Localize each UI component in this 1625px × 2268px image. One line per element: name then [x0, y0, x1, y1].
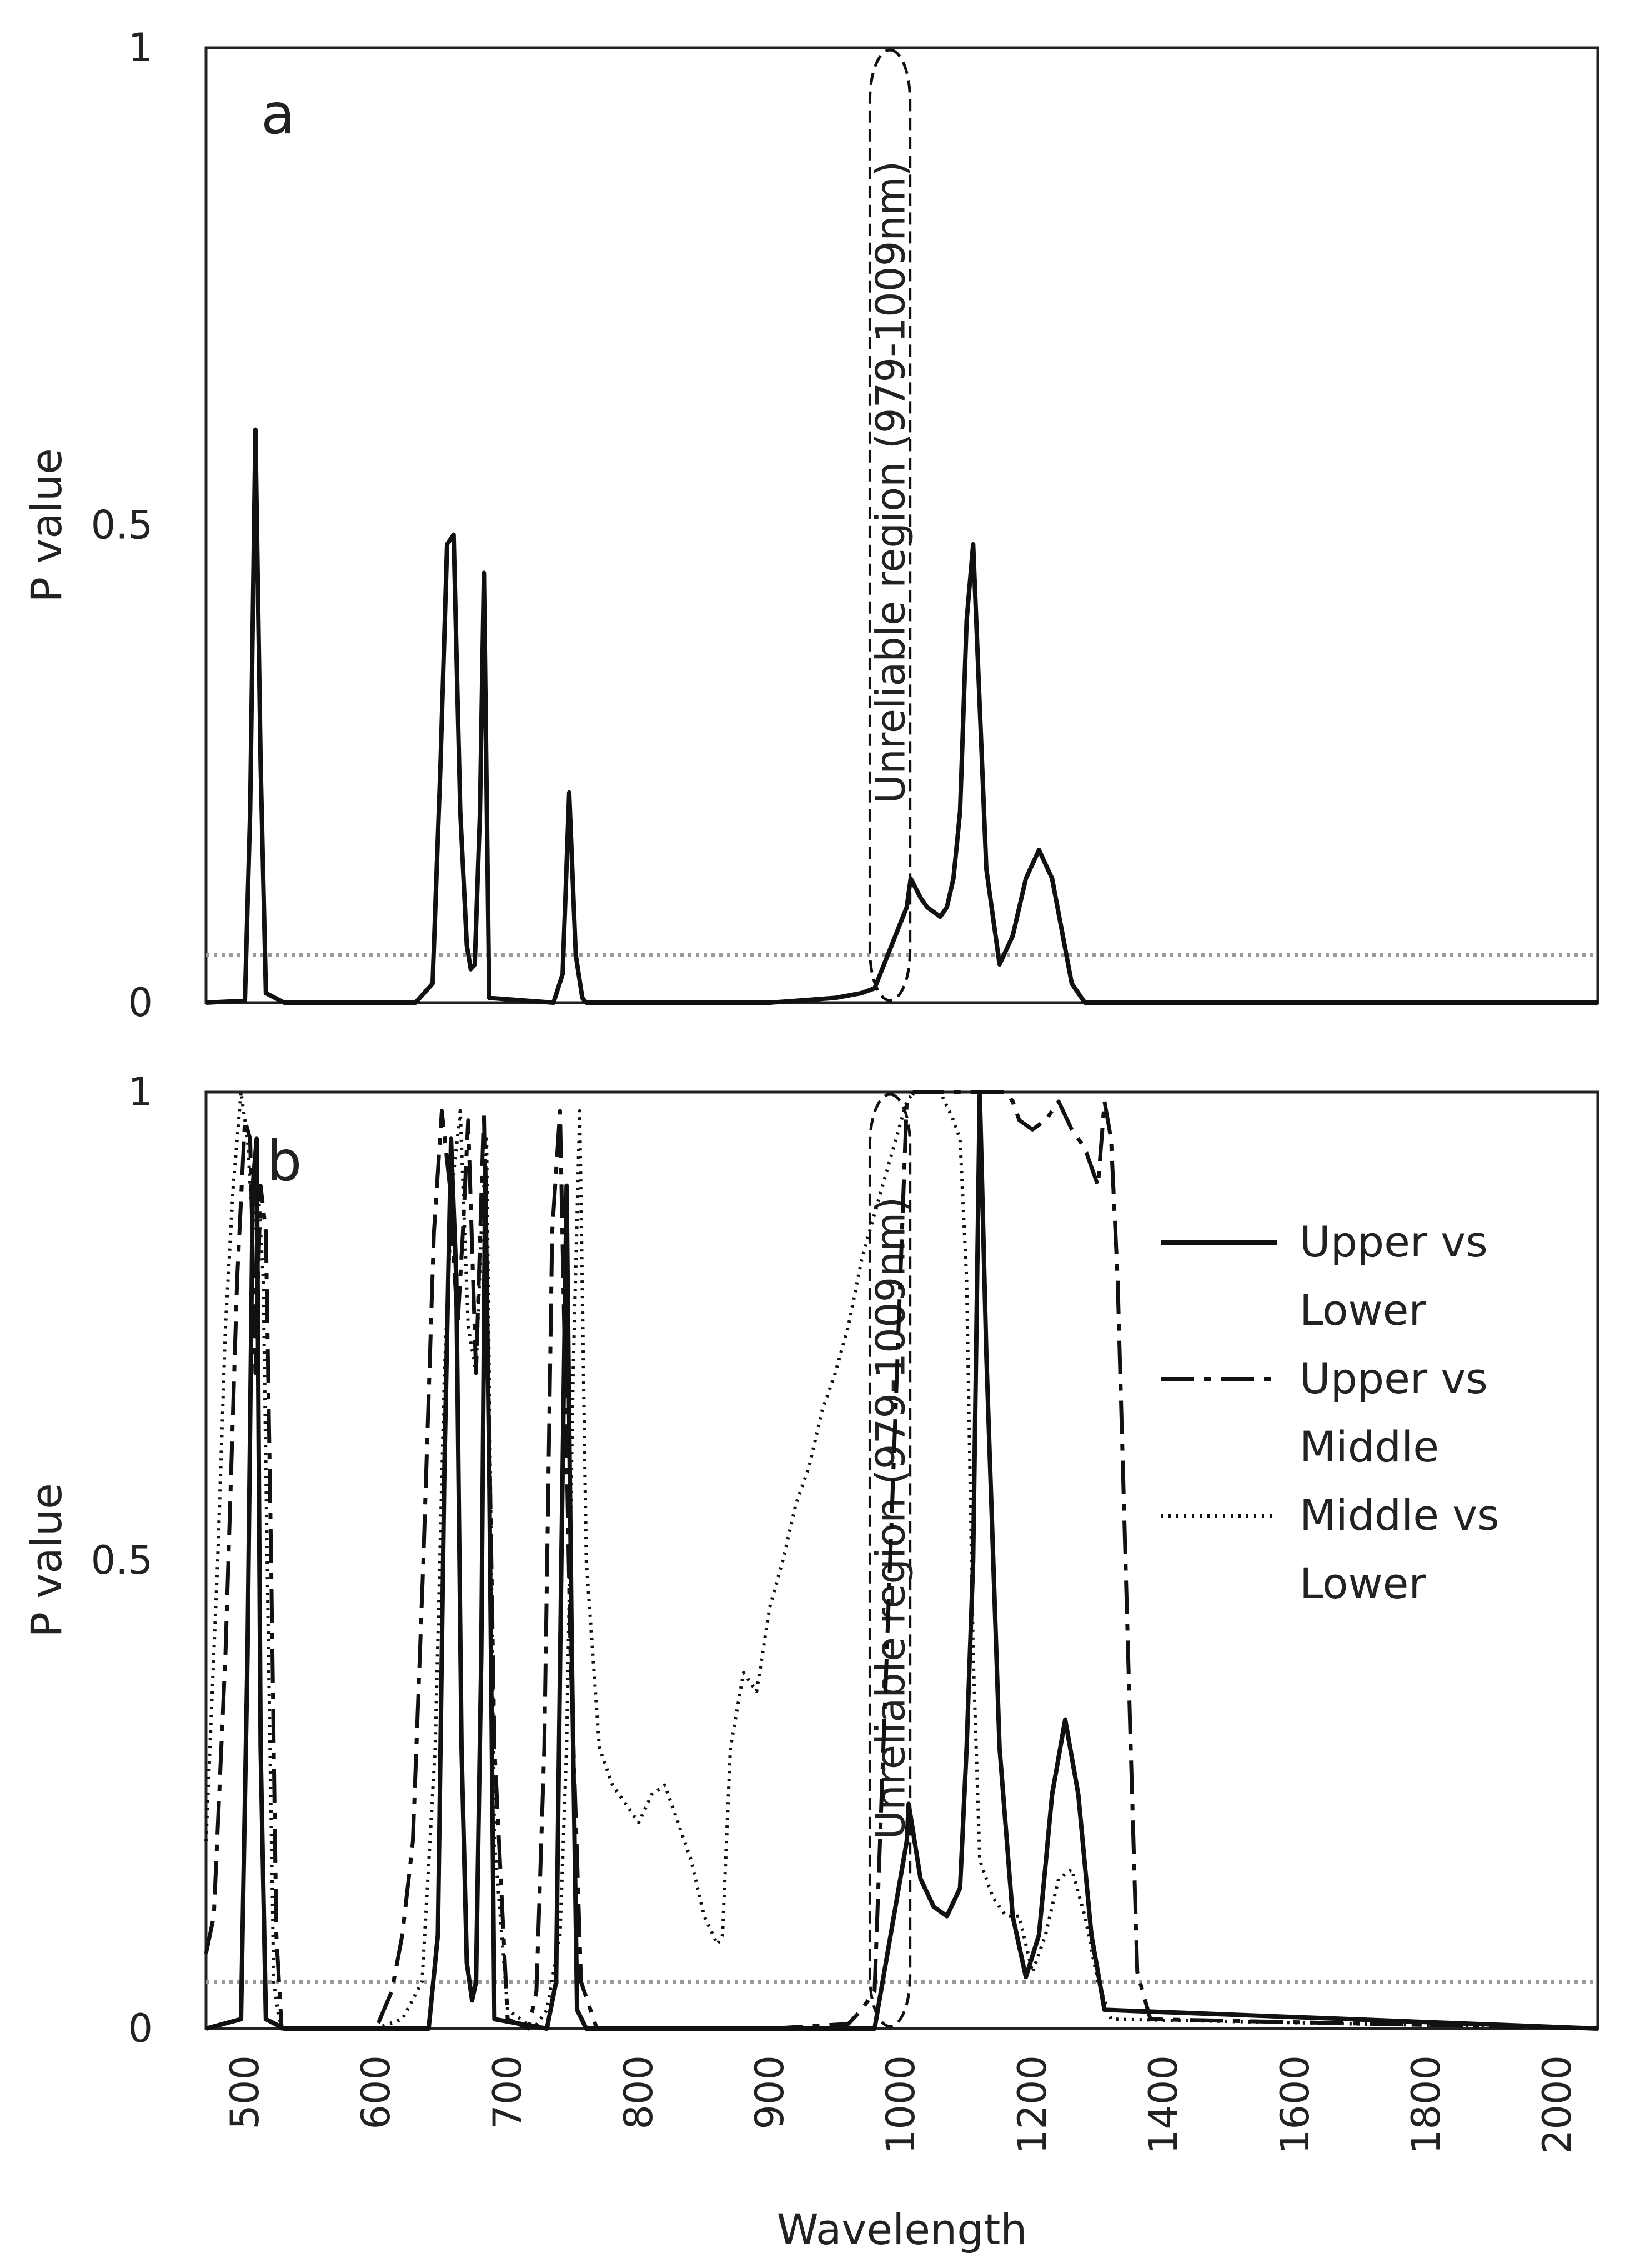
legend-label-line2: Middle [1300, 1422, 1439, 1471]
x-tick-label: 1800 [1403, 2055, 1449, 2154]
legend-entry-upper-vs-lower: Upper vs Lower [1161, 1217, 1488, 1335]
x-tick-label: 600 [353, 2055, 399, 2130]
unreliable-region-label: Unreliable region (979-1009nm) [867, 161, 914, 804]
y-tick-label: 1 [128, 1069, 153, 1115]
y-tick-label: 0.5 [91, 503, 153, 548]
x-tick-label: 1000 [878, 2055, 924, 2154]
series-line-upper-vs-lower [205, 1090, 1598, 2031]
x-tick-label: 2000 [1534, 2055, 1580, 2154]
x-tick-label: 1600 [1272, 2055, 1318, 2154]
panel-b-unreliable-region: Unreliable region (979-1009nm) [867, 1093, 914, 2028]
x-tick-label: 900 [747, 2055, 793, 2130]
series-line-upper-vs-middle [204, 1090, 1598, 2031]
panel-b-x-axis-label: Wavelength [777, 2205, 1027, 2254]
y-tick-label: 0 [128, 980, 153, 1025]
legend-entry-middle-vs-lower: Middle vs Lower [1161, 1490, 1499, 1608]
panel-a-letter: a [261, 82, 295, 147]
panel-a-y-ticks: 00.51 [91, 25, 153, 1025]
legend: Upper vs Lower Upper vs Middle Middle vs… [1161, 1217, 1499, 1608]
y-tick-label: 0.5 [91, 1538, 153, 1583]
y-tick-label: 0 [128, 2006, 153, 2051]
panel-b: Unreliable region (979-1009nm) 00.51 500… [22, 1069, 1599, 2254]
unreliable-region-box [868, 1093, 912, 2028]
legend-label-line2: Lower [1300, 1285, 1426, 1335]
x-tick-label: 500 [222, 2055, 268, 2130]
x-tick-label: 1400 [1141, 2055, 1186, 2154]
x-tick-label: 800 [616, 2055, 661, 2130]
panel-a-unreliable-region: Unreliable region (979-1009nm) [867, 48, 914, 1002]
panel-b-y-ticks: 00.51 [91, 1069, 153, 2051]
series-line-upper-vs-lower [205, 427, 1598, 1005]
legend-entry-upper-vs-middle: Upper vs Middle [1161, 1354, 1488, 1471]
x-tick-label: 700 [485, 2055, 530, 2130]
panel-a-series [205, 427, 1598, 1005]
panel-b-x-ticks: 500 600 700 800 900 1000 1200 1400 1600 1800 2000 [222, 2055, 1580, 2154]
legend-label-line1: Middle vs [1300, 1490, 1499, 1540]
x-tick-label: 1200 [1010, 2055, 1055, 2154]
panel-a-y-axis-label: P value [22, 448, 71, 603]
panel-b-series [204, 1090, 1598, 2031]
panel-b-y-axis-label: P value [22, 1483, 71, 1638]
panel-b-letter: b [267, 1129, 302, 1194]
legend-label-line2: Lower [1300, 1559, 1426, 1608]
unreliable-region-box [868, 48, 912, 1002]
unreliable-region-label: Unreliable region (979-1009nm) [867, 1197, 914, 1840]
legend-label-line1: Upper vs [1300, 1217, 1488, 1266]
panel-a: Unreliable region (979-1009nm) 00.51 a P… [22, 25, 1599, 1025]
legend-label-line1: Upper vs [1300, 1354, 1488, 1403]
series-line-middle-vs-lower [204, 1090, 1598, 2030]
y-tick-label: 1 [128, 25, 153, 71]
